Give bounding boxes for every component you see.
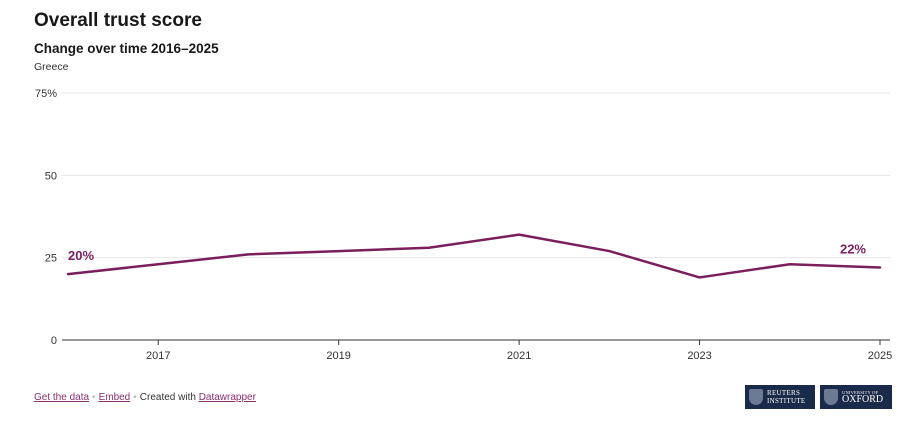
reuters-logo-line-2: INSTITUTE	[767, 397, 806, 405]
chart-note: Greece	[34, 61, 69, 73]
y-tick-label: 25	[45, 253, 57, 265]
oxford-crest-icon	[824, 389, 838, 405]
datawrapper-link[interactable]: Datawrapper	[198, 392, 256, 403]
value-annotation: 22%	[840, 242, 866, 257]
separator-dot: •	[92, 392, 96, 403]
reuters-logo-text: REUTERS INSTITUTE	[767, 389, 805, 405]
x-tick-label: 2025	[868, 350, 892, 362]
footer: Get the data • Embed • Created with Datawrap…	[34, 392, 256, 403]
series-line	[66, 233, 882, 279]
x-tick-label: 2021	[507, 350, 531, 362]
get-data-link[interactable]: Get the data	[34, 392, 90, 403]
x-tick-label: 2023	[687, 350, 711, 362]
y-tick-label: 50	[45, 170, 57, 182]
reuters-logo-line-1: REUTERS	[767, 389, 801, 397]
oxford-logo[interactable]: UNIVERSITY OF OXFORD	[820, 385, 892, 409]
x-tick-label: 2017	[146, 350, 170, 362]
y-tick-label: 75%	[35, 88, 57, 100]
embed-link[interactable]: Embed	[98, 392, 131, 403]
oxford-logo-text: UNIVERSITY OF OXFORD	[842, 390, 883, 405]
y-tick-label: 0	[51, 335, 57, 347]
reuters-institute-logo[interactable]: REUTERS INSTITUTE	[745, 385, 815, 409]
chart-subtitle: Change over time 2016–2025	[34, 41, 219, 56]
chart-title: Overall trust score	[34, 10, 202, 31]
created-with-text: Created with	[139, 392, 196, 403]
oxford-logo-line-1: UNIVERSITY OF	[842, 389, 879, 395]
separator-dot: •	[133, 392, 137, 403]
line-chart: 0 25 50 75% 2017 2019 2021 2023 2025 20% 22%	[35, 88, 892, 362]
value-annotation: 20%	[68, 248, 94, 263]
x-tick-label: 2019	[326, 350, 350, 362]
reuters-emblem-icon	[749, 389, 763, 405]
oxford-logo-line-2: OXFORD	[842, 393, 884, 405]
